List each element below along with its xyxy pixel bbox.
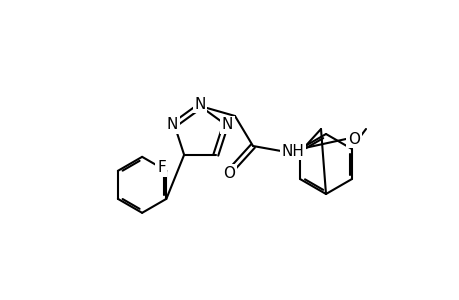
Text: N: N	[222, 117, 233, 132]
Text: N: N	[166, 117, 178, 132]
Text: O: O	[347, 131, 359, 146]
Text: O: O	[223, 166, 235, 181]
Text: N: N	[194, 97, 205, 112]
Text: F: F	[157, 160, 165, 175]
Text: NH: NH	[281, 143, 304, 158]
